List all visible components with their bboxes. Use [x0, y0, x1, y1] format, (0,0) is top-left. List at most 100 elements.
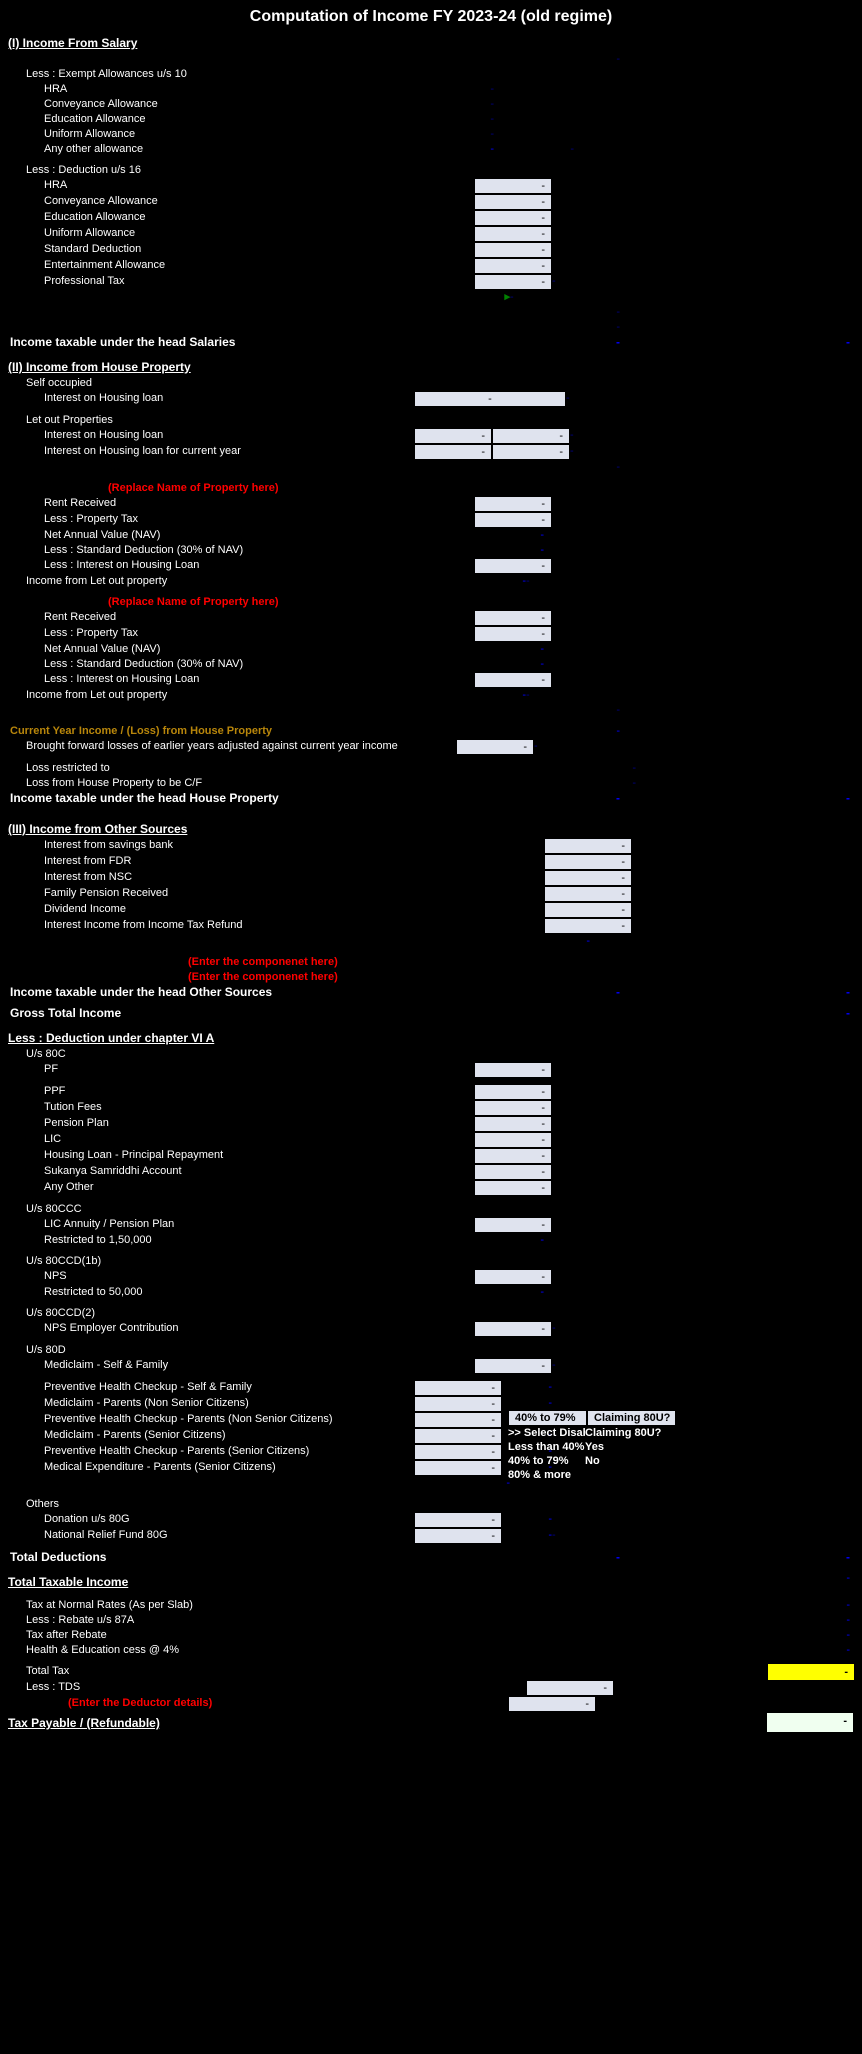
input-it-refund[interactable]: -	[544, 918, 632, 934]
val-inclet2b: -	[526, 688, 586, 703]
input-lic[interactable]: -	[474, 1132, 552, 1148]
label-hp-taxable: Income taxable under the head House Prop…	[8, 791, 380, 806]
val-ded16-sub: -	[552, 274, 612, 290]
label-ded16: Less : Deduction u/s 16	[8, 163, 396, 178]
input-nsc-int[interactable]: -	[544, 870, 632, 886]
input-prof[interactable]: -	[474, 274, 552, 290]
placeholder-prop1[interactable]: (Replace Name of Property here)	[108, 481, 279, 496]
input-lic-ann[interactable]: -	[474, 1217, 552, 1233]
label-pension: Pension Plan	[8, 1116, 414, 1132]
input-phc-par[interactable]: -	[414, 1412, 502, 1428]
val-hp-tax2: -	[620, 791, 854, 806]
label-cy-hp: Current Year Income / (Loss) from House …	[8, 724, 380, 739]
val-nps-emp: -	[552, 1321, 612, 1337]
input-rent1[interactable]: -	[474, 496, 552, 512]
placeholder-prop2[interactable]: (Replace Name of Property here)	[108, 595, 279, 610]
val-payable: -	[766, 1712, 854, 1733]
input-ent[interactable]: -	[474, 258, 552, 274]
placeholder-comp1[interactable]: (Enter the componenet here)	[188, 955, 338, 970]
dropdown-disability[interactable]: 40% to 79%	[508, 1410, 587, 1426]
input-lessint2[interactable]: -	[474, 672, 552, 688]
input-rent2[interactable]: -	[474, 610, 552, 626]
dd-opt-80more[interactable]: 80% & more	[508, 1468, 676, 1482]
input-lessint1[interactable]: -	[474, 558, 552, 574]
input-proptax1[interactable]: -	[474, 512, 552, 528]
input-med-sr[interactable]: -	[414, 1428, 502, 1444]
input-int-let2[interactable]: -	[492, 428, 570, 444]
val-hp-sub: -	[540, 703, 620, 718]
input-anyother[interactable]: -	[474, 1180, 552, 1196]
input-int-self[interactable]: -	[414, 391, 566, 407]
label-hloan-prin: Housing Loan - Principal Repayment	[8, 1148, 414, 1164]
input-fdr-int[interactable]: -	[544, 854, 632, 870]
input-pf[interactable]: -	[474, 1062, 552, 1078]
input-conv[interactable]: -	[474, 194, 552, 210]
input-ppf[interactable]: -	[474, 1084, 552, 1100]
dropdown-80u[interactable]: Claiming 80U?	[587, 1410, 676, 1426]
label-med-self: Mediclaim - Self & Family	[8, 1358, 414, 1374]
input-med-self[interactable]: -	[474, 1358, 552, 1374]
val-hra: -	[414, 82, 494, 97]
input-int-let1[interactable]: -	[414, 428, 492, 444]
input-nrf[interactable]: -	[414, 1528, 502, 1544]
val-stdnav1: -	[474, 543, 544, 558]
label-nps-emp: NPS Employer Contribution	[8, 1321, 414, 1337]
placeholder-comp2[interactable]: (Enter the componenet here)	[188, 970, 338, 985]
val-80g: -	[502, 1512, 552, 1528]
input-med-par[interactable]: -	[414, 1396, 502, 1412]
val-stdnav2: -	[474, 657, 544, 672]
val-education: -	[414, 112, 494, 127]
label-nrf: National Relief Fund 80G	[8, 1528, 414, 1544]
dd-opt-less40[interactable]: Less than 40%	[508, 1440, 585, 1454]
label-cf: Loss from House Property to be C/F	[8, 776, 396, 791]
input-tuition[interactable]: -	[474, 1100, 552, 1116]
input-div-inc[interactable]: -	[544, 902, 632, 918]
val-x3: -	[540, 320, 620, 335]
label-hra: HRA	[8, 82, 414, 97]
label-80c: U/s 80C	[8, 1047, 396, 1062]
input-tds1[interactable]: -	[526, 1680, 614, 1696]
label-fdr-int: Interest from FDR	[8, 854, 414, 870]
input-80g[interactable]: -	[414, 1512, 502, 1528]
input-hloan-prin[interactable]: -	[474, 1148, 552, 1164]
input-int-cy1[interactable]: -	[414, 444, 492, 460]
input-proptax2[interactable]: -	[474, 626, 552, 642]
input-bf[interactable]: -	[456, 739, 534, 755]
val-int-let1: -	[570, 428, 630, 444]
dd-opt-yes[interactable]: Yes	[585, 1440, 604, 1454]
section-house-head: (II) Income from House Property	[8, 360, 854, 374]
salary-total: -	[540, 52, 620, 67]
label-rest50: Restricted to 50,000	[8, 1285, 414, 1300]
input-int-cy2[interactable]: -	[492, 444, 570, 460]
val-int-cy1: -	[570, 444, 630, 460]
input-tds2[interactable]: -	[508, 1696, 596, 1712]
input-edu[interactable]: -	[474, 210, 552, 226]
input-pension[interactable]: -	[474, 1116, 552, 1132]
input-fam-pen[interactable]: -	[544, 886, 632, 902]
label-div-inc: Dividend Income	[8, 902, 414, 918]
label-other-allow: Any other allowance	[8, 142, 414, 157]
input-nps1[interactable]: -	[474, 1269, 552, 1285]
dd-opt-4079[interactable]: 40% to 79%	[508, 1454, 585, 1468]
dd-opt-no[interactable]: No	[585, 1454, 600, 1468]
input-phc-self[interactable]: -	[414, 1380, 502, 1396]
label-int-cy: Interest on Housing loan for current yea…	[8, 444, 414, 460]
input-hra[interactable]: -	[474, 178, 552, 194]
label-proptax2: Less : Property Tax	[8, 626, 414, 642]
input-sukanya[interactable]: -	[474, 1164, 552, 1180]
input-nps-emp[interactable]: -	[474, 1321, 552, 1337]
input-phc-sr[interactable]: -	[414, 1444, 502, 1460]
input-std-ded[interactable]: -	[474, 242, 552, 258]
placeholder-deductor[interactable]: (Enter the Deductor details)	[68, 1696, 378, 1712]
label-it-refund-int: Interest Income from Income Tax Refund	[8, 918, 414, 934]
dd-opt-claiming[interactable]: Claiming 80U?	[585, 1426, 661, 1440]
input-sav-int[interactable]: -	[544, 838, 632, 854]
val-nav1: -	[474, 528, 544, 543]
label-ppf: PPF	[8, 1084, 414, 1100]
dd-opt-select[interactable]: >> Select Disability	[508, 1426, 585, 1440]
label-payable: Tax Payable / (Refundable)	[8, 1716, 766, 1731]
label-ent-allow: Entertainment Allowance	[8, 258, 414, 274]
label-os-taxable: Income taxable under the head Other Sour…	[8, 985, 380, 1000]
input-uni[interactable]: -	[474, 226, 552, 242]
input-medex-sr[interactable]: -	[414, 1460, 502, 1476]
